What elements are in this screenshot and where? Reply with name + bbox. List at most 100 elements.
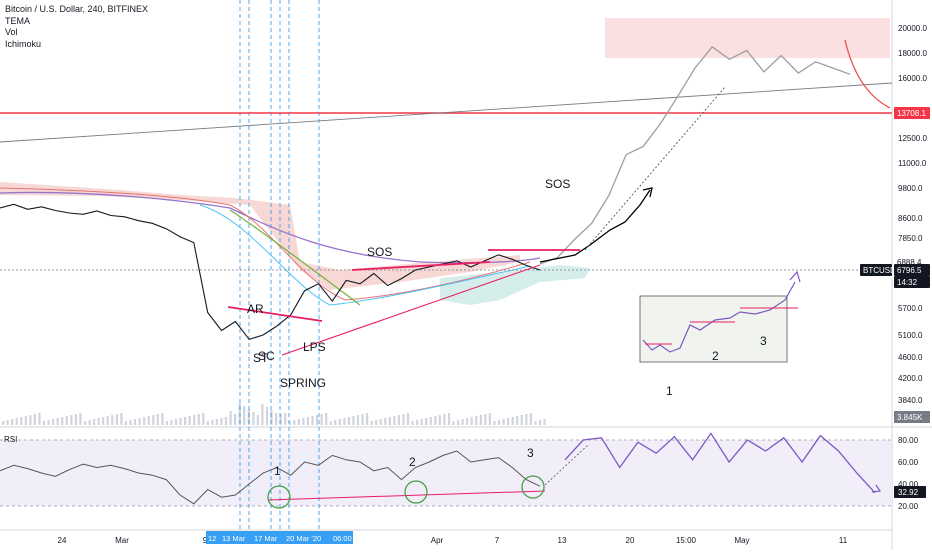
- volume-bar: [343, 418, 346, 425]
- volume-bar: [470, 417, 473, 425]
- long-trendline: [0, 82, 893, 143]
- support-trendline[interactable]: [281, 264, 541, 356]
- volume-bar: [229, 411, 232, 425]
- volume-bar: [270, 410, 273, 425]
- volume-bar: [184, 417, 187, 425]
- rsi-circle-2[interactable]: [404, 480, 428, 504]
- red-curve: [844, 39, 891, 109]
- volume-bar: [170, 420, 173, 425]
- rsi-band: [0, 440, 892, 506]
- price-tick: 20000.0: [898, 24, 927, 33]
- volume-bar: [124, 421, 127, 425]
- badge-ticker-bg: [860, 264, 892, 276]
- volume-bar: [538, 420, 542, 425]
- volume-bar: [484, 414, 487, 425]
- volume-bar: [466, 418, 469, 425]
- time-label: 7: [495, 536, 500, 545]
- volume-bar: [375, 420, 378, 425]
- rsi-label-3: 3: [527, 446, 534, 460]
- volume-bar: [529, 413, 532, 425]
- volume-bar: [325, 413, 328, 425]
- rsi-support-line[interactable]: [267, 490, 546, 501]
- price-tick: 4200.0: [898, 374, 923, 383]
- volume-bar: [447, 413, 451, 425]
- volume-bar: [215, 419, 218, 425]
- volume-bar: [265, 407, 269, 425]
- time-label: Mar: [115, 536, 129, 545]
- price-tick: 3840.0: [898, 396, 923, 405]
- price-tick: 4600.0: [898, 353, 923, 362]
- volume-bar: [293, 420, 296, 425]
- volume-bar: [174, 419, 178, 425]
- ar-line[interactable]: [227, 306, 323, 322]
- volume-bar: [165, 421, 168, 425]
- price-tick: 12500.0: [898, 134, 927, 143]
- time-selection-label: 06:00: [333, 534, 352, 543]
- badge-last: 6796.5: [897, 266, 922, 275]
- volume-bar: [315, 415, 319, 425]
- volume-bar: [479, 415, 482, 425]
- volume-bar: [61, 417, 64, 425]
- badge-volume-bg: [894, 411, 930, 423]
- sos-line-1[interactable]: [351, 261, 491, 271]
- volume-bar: [33, 414, 36, 425]
- time-selection-bg: [206, 531, 353, 544]
- volume-bar: [88, 420, 91, 425]
- volume-bar: [52, 419, 55, 425]
- volume-bar: [520, 415, 523, 425]
- rsi-circle-3[interactable]: [521, 475, 545, 499]
- volume-bar: [370, 421, 373, 425]
- rsi-tick: 80.00: [898, 436, 919, 445]
- volume-bar: [2, 421, 5, 425]
- volume-bar: [133, 419, 137, 425]
- volume-bar: [306, 417, 309, 425]
- label-1: 1: [666, 384, 673, 398]
- annotation-layer[interactable]: [227, 249, 801, 509]
- price-tick: 16000.0: [898, 74, 927, 83]
- volume-bar: [434, 416, 437, 425]
- rsi-label-2: 2: [409, 455, 416, 469]
- volume-bar: [220, 418, 223, 425]
- volume-bar: [147, 416, 150, 425]
- volume-bar: [384, 418, 387, 425]
- projected-path: [539, 45, 851, 265]
- rsi-title: RSI: [4, 435, 17, 444]
- symbol-title: Bitcoin / U.S. Dollar, 240, BITFINEX: [5, 4, 149, 14]
- label-inset-3: 3: [760, 334, 767, 348]
- volume-bar: [356, 415, 360, 425]
- volume-bar: [70, 415, 73, 425]
- volume-bar: [65, 416, 68, 425]
- time-label: 24: [58, 536, 67, 545]
- indicator-tema[interactable]: TEMA: [5, 15, 31, 26]
- inset-box[interactable]: [639, 295, 788, 363]
- volume-bar: [334, 420, 337, 425]
- volume-bar: [402, 414, 405, 425]
- volume-bar: [443, 414, 446, 425]
- volume-bar: [224, 417, 228, 425]
- volume-bar: [397, 415, 400, 425]
- indicator-ichimoku[interactable]: Ichimoku: [5, 38, 42, 49]
- volume-bar: [420, 419, 423, 425]
- rsi-forecast: [564, 432, 876, 494]
- label-sos-1: SOS: [367, 245, 392, 259]
- volume-bar: [42, 421, 46, 425]
- indicator-vol[interactable]: Vol: [5, 27, 18, 37]
- rsi-last: 32.92: [898, 488, 919, 497]
- volume-bar: [206, 421, 209, 425]
- volume-bar: [102, 417, 105, 425]
- volume-bar: [379, 419, 382, 425]
- time-selection-label: 13 Mar: [222, 534, 246, 543]
- volume-bar: [525, 414, 528, 425]
- volume-bar: [11, 419, 14, 425]
- label-spring: SPRING: [280, 376, 326, 390]
- volume-bar: [511, 417, 514, 425]
- volume-bar: [74, 414, 77, 425]
- ma-blue-line: [199, 204, 531, 306]
- rsi-circle-1[interactable]: [267, 485, 291, 509]
- line-layer: [0, 39, 893, 505]
- price-tick: 9800.0: [898, 184, 923, 193]
- price-tick: 8600.0: [898, 214, 923, 223]
